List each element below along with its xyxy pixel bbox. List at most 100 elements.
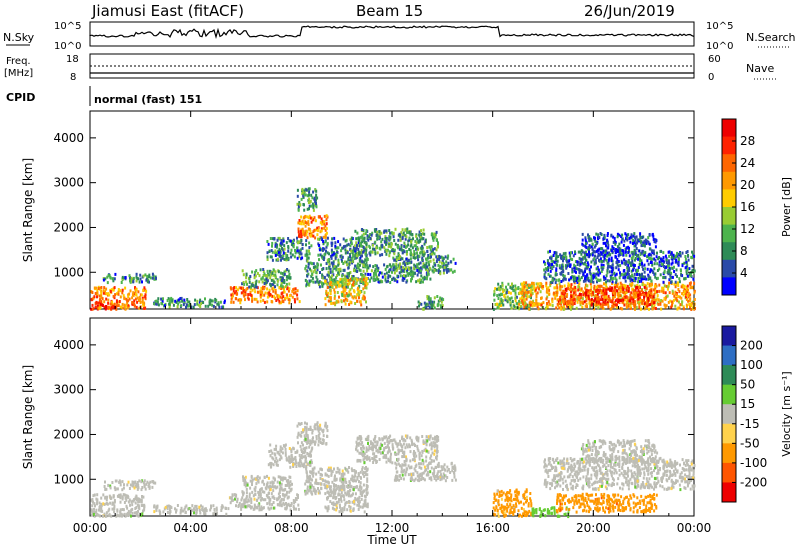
data-cell xyxy=(105,514,108,518)
data-cell xyxy=(593,286,596,290)
data-cell xyxy=(669,299,672,303)
data-cell xyxy=(327,291,330,295)
data-cell xyxy=(642,251,645,255)
data-cell xyxy=(381,253,384,257)
data-cell xyxy=(404,228,407,232)
data-cell xyxy=(259,490,262,493)
data-cell xyxy=(136,296,139,300)
data-cell xyxy=(309,267,311,271)
data-cell xyxy=(582,290,585,294)
data-cell xyxy=(295,507,297,511)
data-cell xyxy=(243,294,246,298)
data-cell xyxy=(530,293,533,297)
data-cell xyxy=(653,284,656,288)
data-cell xyxy=(407,272,410,276)
data-cell xyxy=(594,275,596,279)
data-cell xyxy=(317,237,319,241)
data-cell xyxy=(255,285,258,289)
data-cell xyxy=(667,268,670,272)
data-cell xyxy=(691,250,693,254)
data-cell xyxy=(612,235,615,239)
data-cell xyxy=(262,285,264,289)
data-cell xyxy=(596,292,599,296)
data-cell xyxy=(92,512,95,516)
data-cell xyxy=(160,301,163,305)
data-cell xyxy=(352,280,355,284)
data-cell xyxy=(92,494,95,498)
data-cell xyxy=(421,256,424,260)
data-cell xyxy=(403,277,406,280)
data-cell xyxy=(310,244,313,248)
data-cell xyxy=(633,290,636,294)
data-cell xyxy=(365,229,368,233)
data-cell xyxy=(285,503,288,507)
freq-panel: Freq. [MHz] 18 8 60 0 Nave xyxy=(4,53,776,83)
data-cell xyxy=(432,238,435,242)
data-cell xyxy=(135,272,138,276)
data-cell xyxy=(278,251,280,255)
data-cell xyxy=(357,286,359,290)
data-cell xyxy=(300,252,303,256)
data-cell xyxy=(141,495,143,498)
data-cell xyxy=(201,508,204,511)
data-cell xyxy=(585,258,587,262)
data-cell xyxy=(192,305,195,309)
data-cell xyxy=(395,257,398,261)
data-cell xyxy=(600,247,602,251)
data-cell xyxy=(602,275,605,279)
data-cell xyxy=(261,480,264,484)
data-cell xyxy=(357,236,360,240)
data-cell xyxy=(649,292,652,295)
data-cell xyxy=(263,293,266,297)
data-cell xyxy=(286,296,289,299)
data-cell xyxy=(294,287,297,291)
data-cell xyxy=(633,306,636,310)
data-cell xyxy=(244,290,247,293)
data-cell xyxy=(606,234,609,237)
data-cell xyxy=(93,514,96,518)
data-cell xyxy=(279,445,282,449)
data-cell xyxy=(371,250,374,254)
data-cell xyxy=(301,187,304,191)
data-cell xyxy=(581,305,584,309)
data-cell xyxy=(219,300,222,304)
data-cell xyxy=(340,277,343,281)
data-cell xyxy=(272,476,275,480)
data-cell xyxy=(282,295,285,299)
data-cell xyxy=(374,264,377,267)
station-title: Jiamusi East (fitACF) xyxy=(91,2,244,20)
data-cell xyxy=(589,282,592,286)
data-cell xyxy=(103,305,106,309)
data-cell xyxy=(586,265,589,268)
data-cell xyxy=(560,302,562,306)
data-cell xyxy=(530,288,533,292)
data-cell xyxy=(217,303,220,307)
data-cell xyxy=(524,301,527,305)
data-cell xyxy=(109,501,112,505)
data-cell xyxy=(647,300,650,304)
data-cell xyxy=(539,282,542,286)
data-cell xyxy=(414,239,417,243)
data-cell xyxy=(303,192,306,196)
data-cell xyxy=(106,281,109,285)
data-cell xyxy=(129,510,132,514)
data-cell xyxy=(576,300,579,304)
data-cell xyxy=(421,258,424,262)
data-cell xyxy=(141,486,144,489)
data-cell xyxy=(426,246,429,249)
freq-tick-top: 18 xyxy=(66,54,79,65)
data-cell xyxy=(253,477,256,481)
data-cell xyxy=(297,503,300,507)
data-cell xyxy=(169,510,172,514)
data-cell xyxy=(363,274,366,278)
data-cell xyxy=(510,306,513,310)
data-cell xyxy=(152,481,155,485)
data-cell xyxy=(264,498,267,502)
data-cell xyxy=(623,261,626,265)
data-cell xyxy=(146,280,149,284)
data-cell xyxy=(507,291,510,295)
data-cell xyxy=(579,262,582,266)
data-cell xyxy=(296,236,298,240)
data-cell xyxy=(305,249,308,253)
data-cell xyxy=(132,499,135,503)
